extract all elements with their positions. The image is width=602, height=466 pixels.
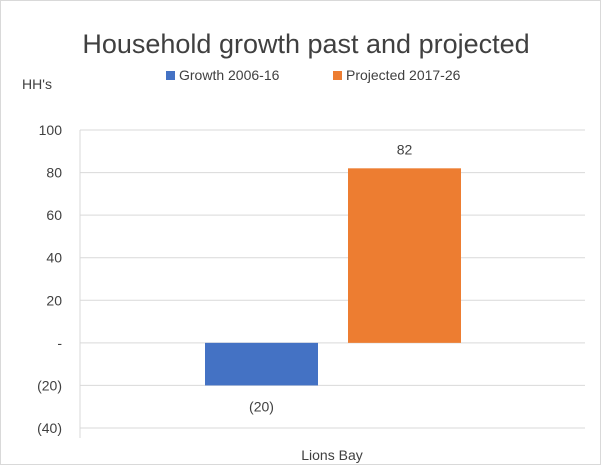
x-axis-ticks: Lions Bay (301, 447, 362, 463)
y-axis-label: HH's (22, 76, 52, 92)
y-tick-label: 40 (46, 250, 62, 266)
legend-label: Projected 2017-26 (346, 67, 461, 83)
y-tick-label: 100 (39, 122, 63, 138)
data-labels: (20) 82 (249, 141, 412, 414)
legend: Growth 2006-16 Projected 2017-26 (166, 67, 461, 83)
chart-title: Household growth past and projected (82, 29, 529, 59)
legend-swatch (166, 71, 175, 80)
y-tick-label: 60 (46, 207, 62, 223)
y-tick-label: 80 (46, 165, 62, 181)
y-tick-label: - (57, 335, 62, 351)
bars (205, 168, 461, 386)
bar-growth-2006-16 (205, 342, 318, 386)
y-axis-ticks: 100 80 60 40 20 - (20) (40) (37, 122, 62, 436)
legend-label: Growth 2006-16 (179, 67, 280, 83)
y-tick-label: (20) (37, 377, 62, 393)
y-tick-label: 20 (46, 292, 62, 308)
legend-swatch (333, 71, 342, 80)
bar-projected-2017-26 (348, 168, 461, 343)
y-tick-label: (40) (37, 420, 62, 436)
data-label: 82 (397, 141, 413, 157)
x-tick-label: Lions Bay (301, 447, 362, 463)
data-label: (20) (249, 398, 274, 414)
gridlines (79, 129, 585, 438)
